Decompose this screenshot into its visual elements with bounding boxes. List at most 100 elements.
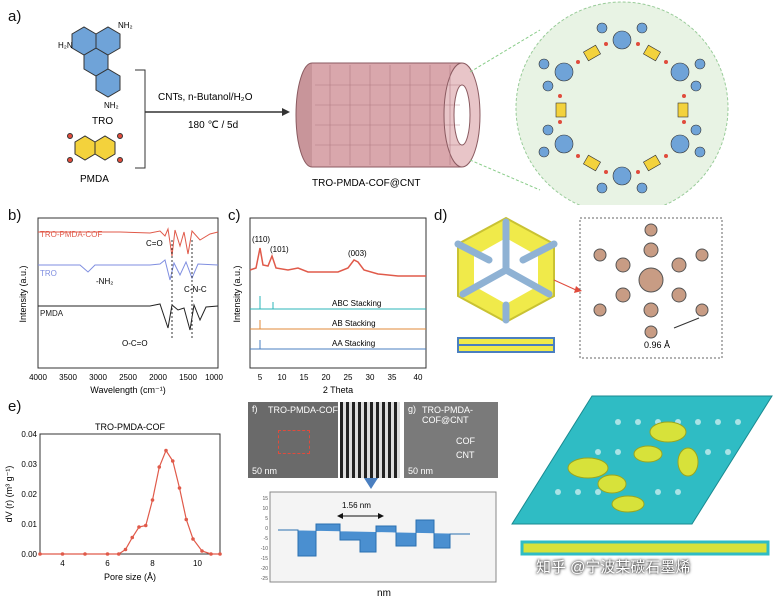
pore-ytick: 0.02 [21,490,37,499]
line-profile-ytick: -10 [261,546,268,552]
ftir-ann-co: C=O [146,239,163,248]
pore-data-point [130,535,135,540]
pore-data-point [170,459,175,463]
ftir-tick: 3500 [59,373,77,382]
pore-ytick: 0.03 [21,460,37,469]
panel-label-b: b) [8,207,22,224]
pore-data-point [143,523,148,528]
ftir-frame [37,217,219,369]
xrd-tick: 15 [300,373,309,382]
model-distance-label: 0.96 Å [644,340,670,350]
cof-topview [454,216,558,353]
pmda-molecule [67,133,123,163]
pore-data-point [209,552,213,556]
pore-structure-zoom [515,1,729,205]
pore-chart-frame [39,433,221,555]
tro-label: TRO [92,116,113,127]
xrd-peak-003: (003) [348,249,367,258]
density-sideview [520,540,770,556]
tem-cnt-label: CNT [456,450,475,460]
ftir-ann-nh2: -NH₂ [96,277,113,286]
pore-ytick: 0.00 [21,550,37,559]
xrd-ylabel: Intensity (a.u.) [232,265,242,322]
panel-label-c: c) [228,207,241,224]
tem-cof-label: COF [456,436,475,446]
cof-cnt-tube [295,62,481,168]
xrd-aa-label: AA Stacking [332,339,375,348]
ftir-tick: 1500 [179,373,197,382]
pore-data-point [191,537,195,541]
xrd-tick: 20 [322,373,331,382]
ftir-label-tro: TRO [40,269,57,278]
pore-chart-title: TRO-PMDA-COF [95,422,165,432]
xrd-tick: 5 [258,373,263,382]
xrd-peak-110: (110) [252,235,270,244]
pore-ylabel: dV (r) (m³ g⁻¹) [4,466,14,523]
ftir-label-cof: TRO-PMDA-COF [40,230,102,239]
tem-label-f-prefix: f) [252,404,258,414]
ftir-tick: 3000 [89,373,107,382]
xrd-xlabel: 2 Theta [323,385,353,395]
tem-label-g: TRO-PMDA-COF@CNT [422,405,473,425]
line-profile-bars [278,519,470,557]
cof-model: 0.96 Å [454,216,723,359]
pore-size-chart: TRO-PMDA-COF 0.000.010.020.030.04 4 6 8 10 … [4,422,222,582]
tem-roi-box [278,430,310,454]
line-profile-spacing: 1.56 nm [342,501,371,510]
pore-data-point [38,552,42,556]
tem-scale-f: 50 nm [252,466,278,476]
line-profile-ytick: 10 [262,506,268,512]
xrd-abc-label: ABC Stacking [332,299,381,308]
line-profile-ytick: -25 [261,576,268,582]
product-label: TRO-PMDA-COF@CNT [312,178,420,189]
ftir-xlabel: Wavelength (cm⁻¹) [90,385,165,395]
ftir-tick: 4000 [29,373,47,382]
line-profile-ytick: 15 [262,496,268,502]
xrd-tick: 40 [414,373,423,382]
line-profile-ytick: 5 [265,516,268,522]
pore-ytick: 0.01 [21,520,37,529]
ftir-chart: TRO-PMDA-COF TRO PMDA C=O -NH₂ C-N-C O-C… [18,217,223,395]
pore-data-point [116,552,121,556]
pore-data-point [137,525,141,529]
tem-image-cof-cnt: g) TRO-PMDA-COF@CNT COF CNT 50 nm [404,402,498,478]
pore-data-point [184,517,189,522]
xrd-frame [249,217,427,369]
ftir-ylabel: Intensity (a.u.) [18,265,28,322]
nh2-label-top: NH₂ [118,21,133,30]
ftir-series-pmda [38,303,219,331]
distance-arrow [673,317,700,329]
watermark-text: 知乎 @宁波某碳石墨烯 [536,559,691,576]
panel-label-d: d) [434,207,448,224]
line-profile-chart: 1.56 nm 15 10 5 0 -5 -10 -15 -20 -25 nm [261,491,497,599]
density-isosurface [567,421,699,513]
xrd-tick: 10 [278,373,287,382]
line-profile-ytick: -15 [261,556,268,562]
xrd-tick: 25 [344,373,353,382]
pore-ytick: 0.04 [21,430,37,439]
conditions-line1: CNTs, n-Butanol/H₂O [158,92,253,103]
panel-label-e: e) [8,398,22,415]
pore-data-point [157,465,162,469]
line-profile-ytick: 0 [265,526,268,532]
ftir-series-cof [38,227,219,257]
model-zoom-box [579,217,723,359]
pore-xtick: 4 [60,559,65,568]
pore-data-point [200,549,204,553]
xrd-peak-101: (101) [270,245,289,254]
line-profile-ytick: -5 [264,536,269,542]
pore-data-point [218,552,222,556]
h2n-label: H₂N [58,41,73,50]
nh2-label-bottom: NH₂ [104,101,119,110]
pmda-label: PMDA [80,174,109,185]
tem-lattice-fringes [340,402,400,478]
pore-data-point [177,486,182,490]
xrd-experimental [249,247,426,277]
pore-data-point [123,547,128,552]
pore-data-point [105,552,110,556]
ftir-tick: 2000 [149,373,167,382]
ftir-tick: 1000 [205,373,223,382]
tem-image-cof: f) TRO-PMDA-COF 50 nm [248,402,338,478]
pore-data-point [60,552,65,556]
model-molecular-detail [593,223,709,339]
